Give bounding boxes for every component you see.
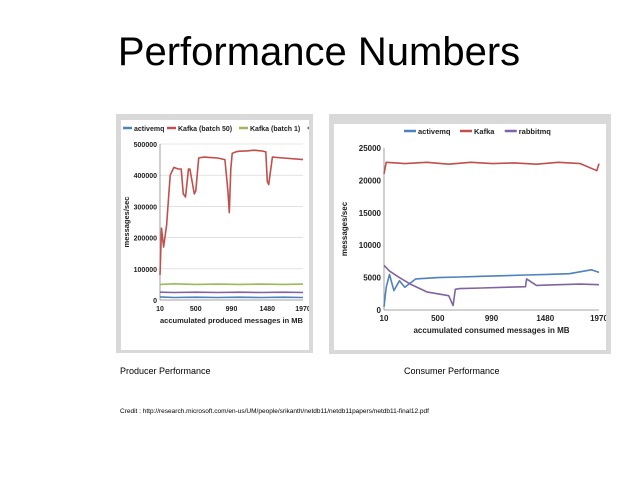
series-line-activemq bbox=[383, 269, 600, 307]
y-tick-label: 5000 bbox=[363, 274, 381, 283]
x-tick-label: 10 bbox=[156, 306, 164, 313]
y-axis-label: messages/sec bbox=[340, 201, 349, 256]
x-tick-label: 500 bbox=[431, 314, 445, 323]
x-tick-label: 1970 bbox=[590, 314, 606, 323]
consumer-chart-svg: 0 5000 10000 15000 20000 25000 10 500 990 1480 197… bbox=[340, 127, 608, 335]
legend-entry: Kafka (batch 50) bbox=[178, 126, 232, 133]
series-line-kafka-batch-50 bbox=[159, 149, 304, 276]
x-tick-label: 10 bbox=[380, 314, 389, 323]
x-axis-label: accumulated produced messages in MB bbox=[160, 316, 304, 325]
legend-entry: Kafka bbox=[474, 127, 495, 136]
producer-chart-svg: 0 100000 200000 300000 400000 500000 10 500 990 1… bbox=[122, 126, 348, 325]
x-tick-label: 500 bbox=[190, 306, 202, 313]
consumer-caption: Consumer Performance bbox=[404, 366, 500, 376]
x-axis-label: accumulated consumed messages in MB bbox=[413, 326, 569, 335]
credit-link-text: Credit : http://research.microsoft.com/e… bbox=[120, 408, 429, 415]
y-tick-label: 100000 bbox=[134, 267, 157, 274]
consumer-chart: 0 5000 10000 15000 20000 25000 10 500 990 1480 197… bbox=[334, 124, 608, 350]
y-tick-label: 15000 bbox=[359, 209, 382, 218]
x-tick-label: 990 bbox=[226, 306, 238, 313]
series-line-kafka-batch-1 bbox=[159, 283, 304, 286]
y-tick-label: 0 bbox=[377, 306, 382, 315]
x-tick-label: 990 bbox=[485, 314, 499, 323]
legend-entry: activemq bbox=[134, 126, 164, 133]
y-tick-label: 500000 bbox=[134, 142, 157, 149]
y-tick-label: 20000 bbox=[359, 176, 382, 185]
producer-caption: Producer Performance bbox=[120, 366, 211, 376]
series-line-activemq bbox=[159, 296, 304, 299]
producer-chart: 0 100000 200000 300000 400000 500000 10 500 990 1… bbox=[121, 120, 348, 350]
y-tick-label: 400000 bbox=[134, 173, 157, 180]
y-tick-label: 200000 bbox=[134, 236, 157, 243]
legend-entry: activemq bbox=[418, 127, 451, 136]
legend-entry: rabbitmq bbox=[519, 127, 552, 136]
series-line-kafka bbox=[383, 161, 600, 175]
x-tick-label: 1480 bbox=[259, 306, 275, 313]
y-tick-label: 300000 bbox=[134, 204, 157, 211]
x-tick-label: 1480 bbox=[536, 314, 554, 323]
y-tick-label: 10000 bbox=[359, 241, 382, 250]
y-axis-label: messages/sec bbox=[122, 197, 131, 248]
legend-entry: Kafka (batch 1) bbox=[250, 126, 300, 133]
y-tick-label: 0 bbox=[153, 298, 157, 305]
x-tick-label: 1970 bbox=[295, 306, 309, 313]
slide-title: Performance Numbers bbox=[117, 30, 521, 74]
series-line-rabbitmq bbox=[383, 264, 600, 307]
y-tick-label: 25000 bbox=[359, 144, 382, 153]
